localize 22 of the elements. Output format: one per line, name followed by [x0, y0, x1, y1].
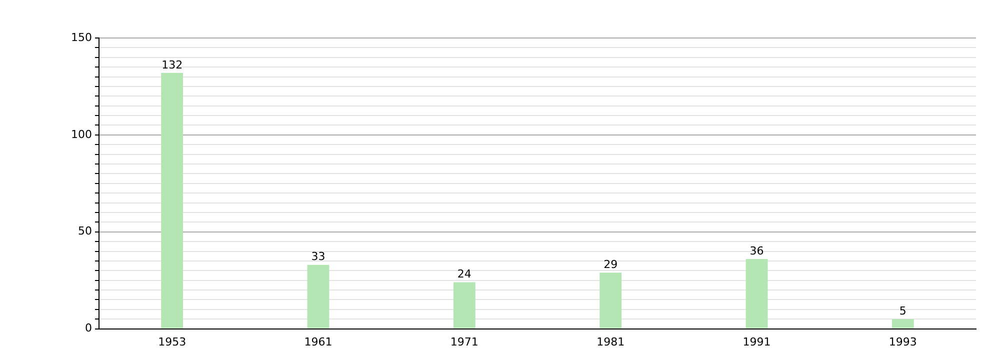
- x-tick-label: 1971: [450, 335, 478, 348]
- x-tick-label: 1991: [742, 335, 771, 348]
- bar: [892, 319, 914, 328]
- bar: [600, 272, 622, 328]
- y-tick-label: 50: [78, 224, 92, 238]
- x-tick-label: 1981: [596, 335, 625, 348]
- data-label: 132: [162, 58, 183, 72]
- bar: [161, 72, 184, 328]
- x-tick-label: 1961: [304, 335, 332, 348]
- x-tick-label: 1993: [888, 335, 917, 348]
- y-tick-label: 150: [70, 30, 92, 44]
- bar: [307, 264, 330, 328]
- data-label: 33: [311, 250, 326, 264]
- x-tick-label: 1953: [158, 335, 186, 348]
- data-label: 5: [899, 304, 906, 318]
- y-tick-label: 0: [84, 322, 92, 335]
- data-label: 36: [750, 244, 764, 258]
- data-label: 29: [604, 258, 618, 271]
- bar: [453, 282, 476, 328]
- bar: [746, 259, 768, 328]
- y-tick-label: 100: [70, 128, 92, 141]
- data-label: 24: [457, 268, 472, 281]
